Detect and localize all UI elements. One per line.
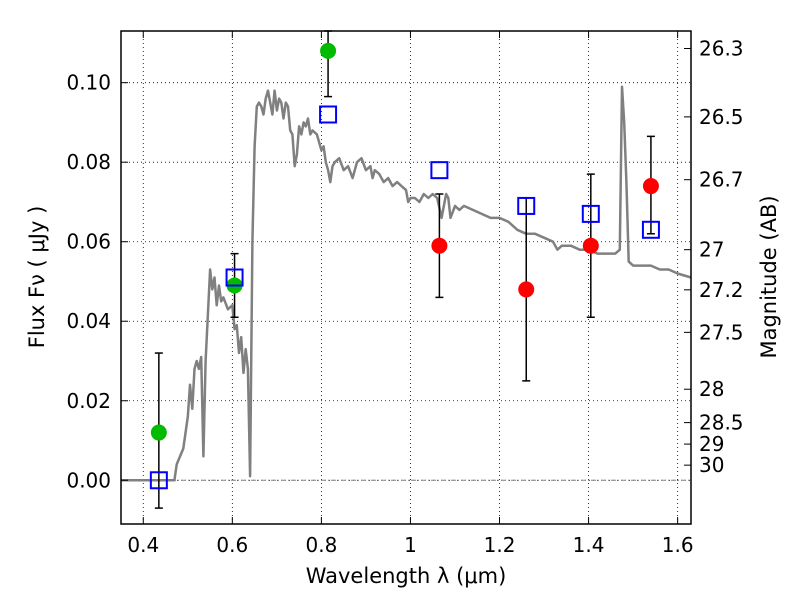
y-axis-label: Flux Fν ( μJy )	[25, 206, 49, 349]
red-data-point	[642, 178, 659, 195]
right-tick-label: 26.7	[699, 168, 744, 192]
grid-layer	[121, 31, 691, 524]
model-square-marker	[581, 204, 600, 223]
y-tick-label: 0.06	[66, 230, 111, 254]
green-data-point	[150, 424, 167, 441]
x-tick-label: 1.6	[662, 533, 694, 557]
right-tick-label: 27.5	[699, 320, 744, 344]
x-tick-label: 1.2	[484, 533, 516, 557]
x-axis-label: Wavelength λ (μm)	[306, 564, 507, 588]
red-data-point	[518, 281, 535, 298]
right-axis-label: Magnitude (AB)	[757, 195, 781, 358]
model-square-marker	[641, 220, 660, 239]
y-tick-label: 0.10	[66, 71, 111, 95]
plot-layer	[121, 30, 692, 509]
ticks-layer: 0.4 0.6 0.8 1 1.2 1.4 1.6 0.00 0.02 0.04 0.06 0.08 0…	[66, 31, 744, 557]
x-tick-label: 0.6	[216, 533, 248, 557]
right-tick-label: 30	[699, 453, 724, 477]
right-tick-label: 28.5	[699, 411, 744, 435]
model-square-marker	[225, 268, 244, 287]
red-data-point	[431, 237, 448, 254]
x-tick-label: 1	[404, 533, 417, 557]
right-tick-label: 29	[699, 432, 724, 456]
model-square-marker	[517, 196, 536, 215]
right-tick-label: 26.3	[699, 36, 744, 60]
green-data-point	[320, 42, 337, 59]
red-data-point	[582, 237, 599, 254]
right-tick-label: 27.2	[699, 278, 744, 302]
right-tick-label: 28	[699, 377, 724, 401]
y-tick-label: 0.02	[66, 389, 111, 413]
x-tick-label: 0.4	[127, 533, 159, 557]
model-square-marker	[319, 105, 338, 124]
plot-frame	[120, 30, 692, 525]
y-tick-label: 0.04	[66, 309, 111, 333]
sed-model-line	[121, 85, 692, 482]
right-tick-label: 26.5	[699, 105, 744, 129]
x-tick-label: 1.4	[573, 533, 605, 557]
x-tick-label: 0.8	[305, 533, 337, 557]
y-tick-label: 0.08	[66, 150, 111, 174]
model-square-marker	[430, 161, 449, 180]
model-square-marker	[149, 471, 168, 490]
right-tick-label: 27	[699, 238, 724, 262]
y-tick-label: 0.00	[66, 468, 111, 492]
